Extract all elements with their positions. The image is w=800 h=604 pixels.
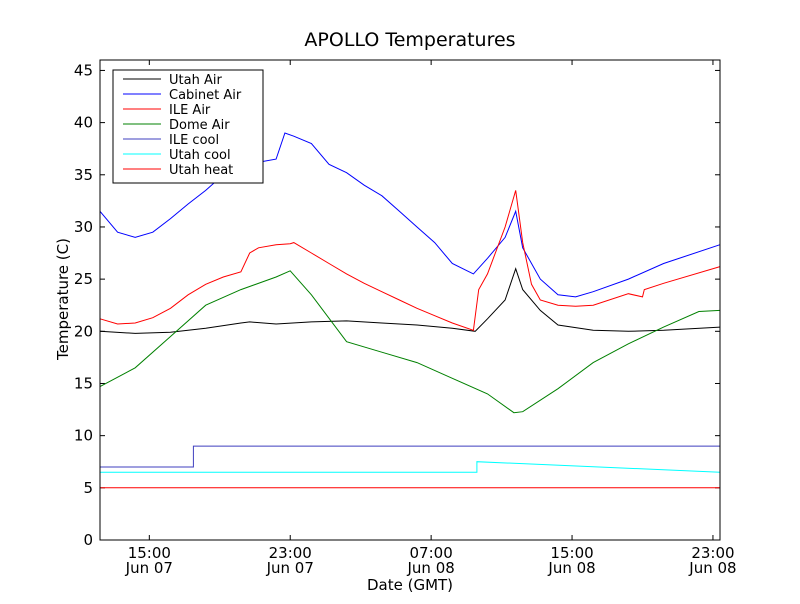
series-line-utah-cool — [100, 461, 721, 473]
x-tick-date-label: Jun 08 — [406, 559, 454, 577]
x-tick-time-label: 23:00 — [691, 544, 734, 562]
x-tick-time-label: 07:00 — [410, 544, 453, 562]
y-tick-label: 35 — [74, 166, 93, 184]
y-tick-label: 45 — [74, 61, 93, 79]
x-tick-time-label: 23:00 — [269, 544, 312, 562]
x-tick-date-label: Jun 07 — [125, 559, 173, 577]
chart-title: APOLLO Temperatures — [304, 29, 515, 51]
legend-label: Cabinet Air — [169, 88, 242, 103]
x-tick-date-label: Jun 07 — [266, 559, 314, 577]
legend-label: ILE cool — [169, 133, 219, 148]
y-tick-label: 5 — [83, 479, 93, 497]
x-axis-label: Date (GMT) — [367, 576, 453, 594]
legend-label: ILE Air — [169, 103, 211, 118]
plot-frame — [99, 59, 721, 541]
y-tick-label: 30 — [74, 218, 93, 236]
series-line-ile-cool — [100, 445, 720, 468]
x-tick-time-label: 15:00 — [550, 544, 593, 562]
y-tick-label: 25 — [74, 270, 93, 288]
series-line-ile-air — [99, 190, 721, 331]
series-line-utah-air — [99, 267, 721, 334]
x-tick-date-label: Jun 08 — [547, 559, 595, 577]
x-tick-time-label: 15:00 — [128, 544, 171, 562]
y-tick-label: 20 — [74, 322, 93, 340]
legend-label: Utah cool — [169, 148, 231, 163]
legend-label: Dome Air — [169, 118, 230, 133]
y-tick-label: 0 — [83, 531, 93, 549]
y-tick-label: 10 — [74, 427, 93, 445]
legend-label: Utah heat — [169, 163, 233, 178]
x-tick-date-label: Jun 08 — [688, 559, 736, 577]
y-axis-label: Temperature (C) — [54, 238, 72, 361]
y-tick-label: 40 — [74, 114, 93, 132]
legend-box — [112, 69, 264, 184]
series-line-cabinet-air — [99, 132, 721, 298]
legend-label: Utah Air — [169, 73, 222, 88]
y-tick-label: 15 — [74, 374, 93, 392]
series-line-dome-air — [99, 270, 721, 414]
